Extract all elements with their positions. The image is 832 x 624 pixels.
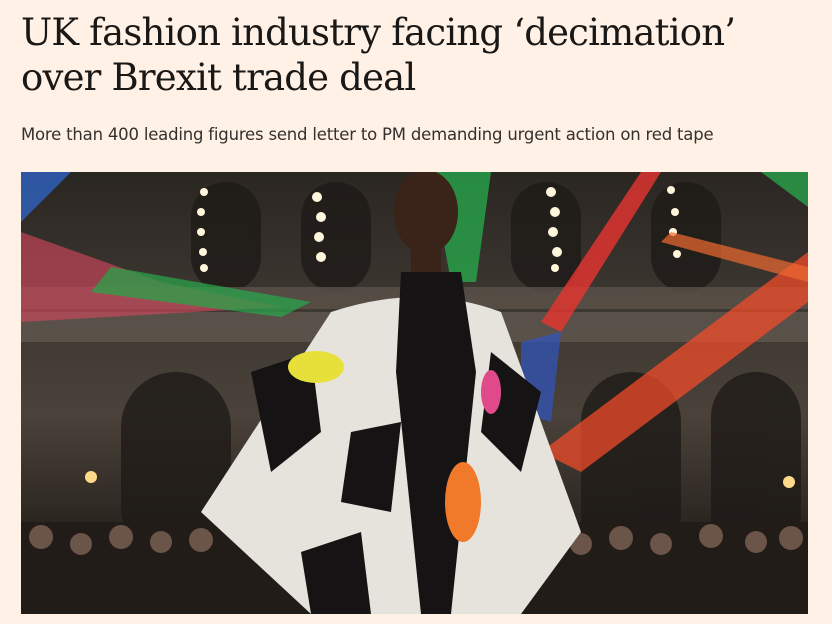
runway-photo-illustration — [21, 172, 808, 614]
article-standfirst: More than 400 leading figures send lette… — [21, 125, 714, 144]
article-hero-image — [21, 172, 808, 614]
article-headline: UK fashion industry facing ‘decimation’ … — [21, 11, 736, 99]
